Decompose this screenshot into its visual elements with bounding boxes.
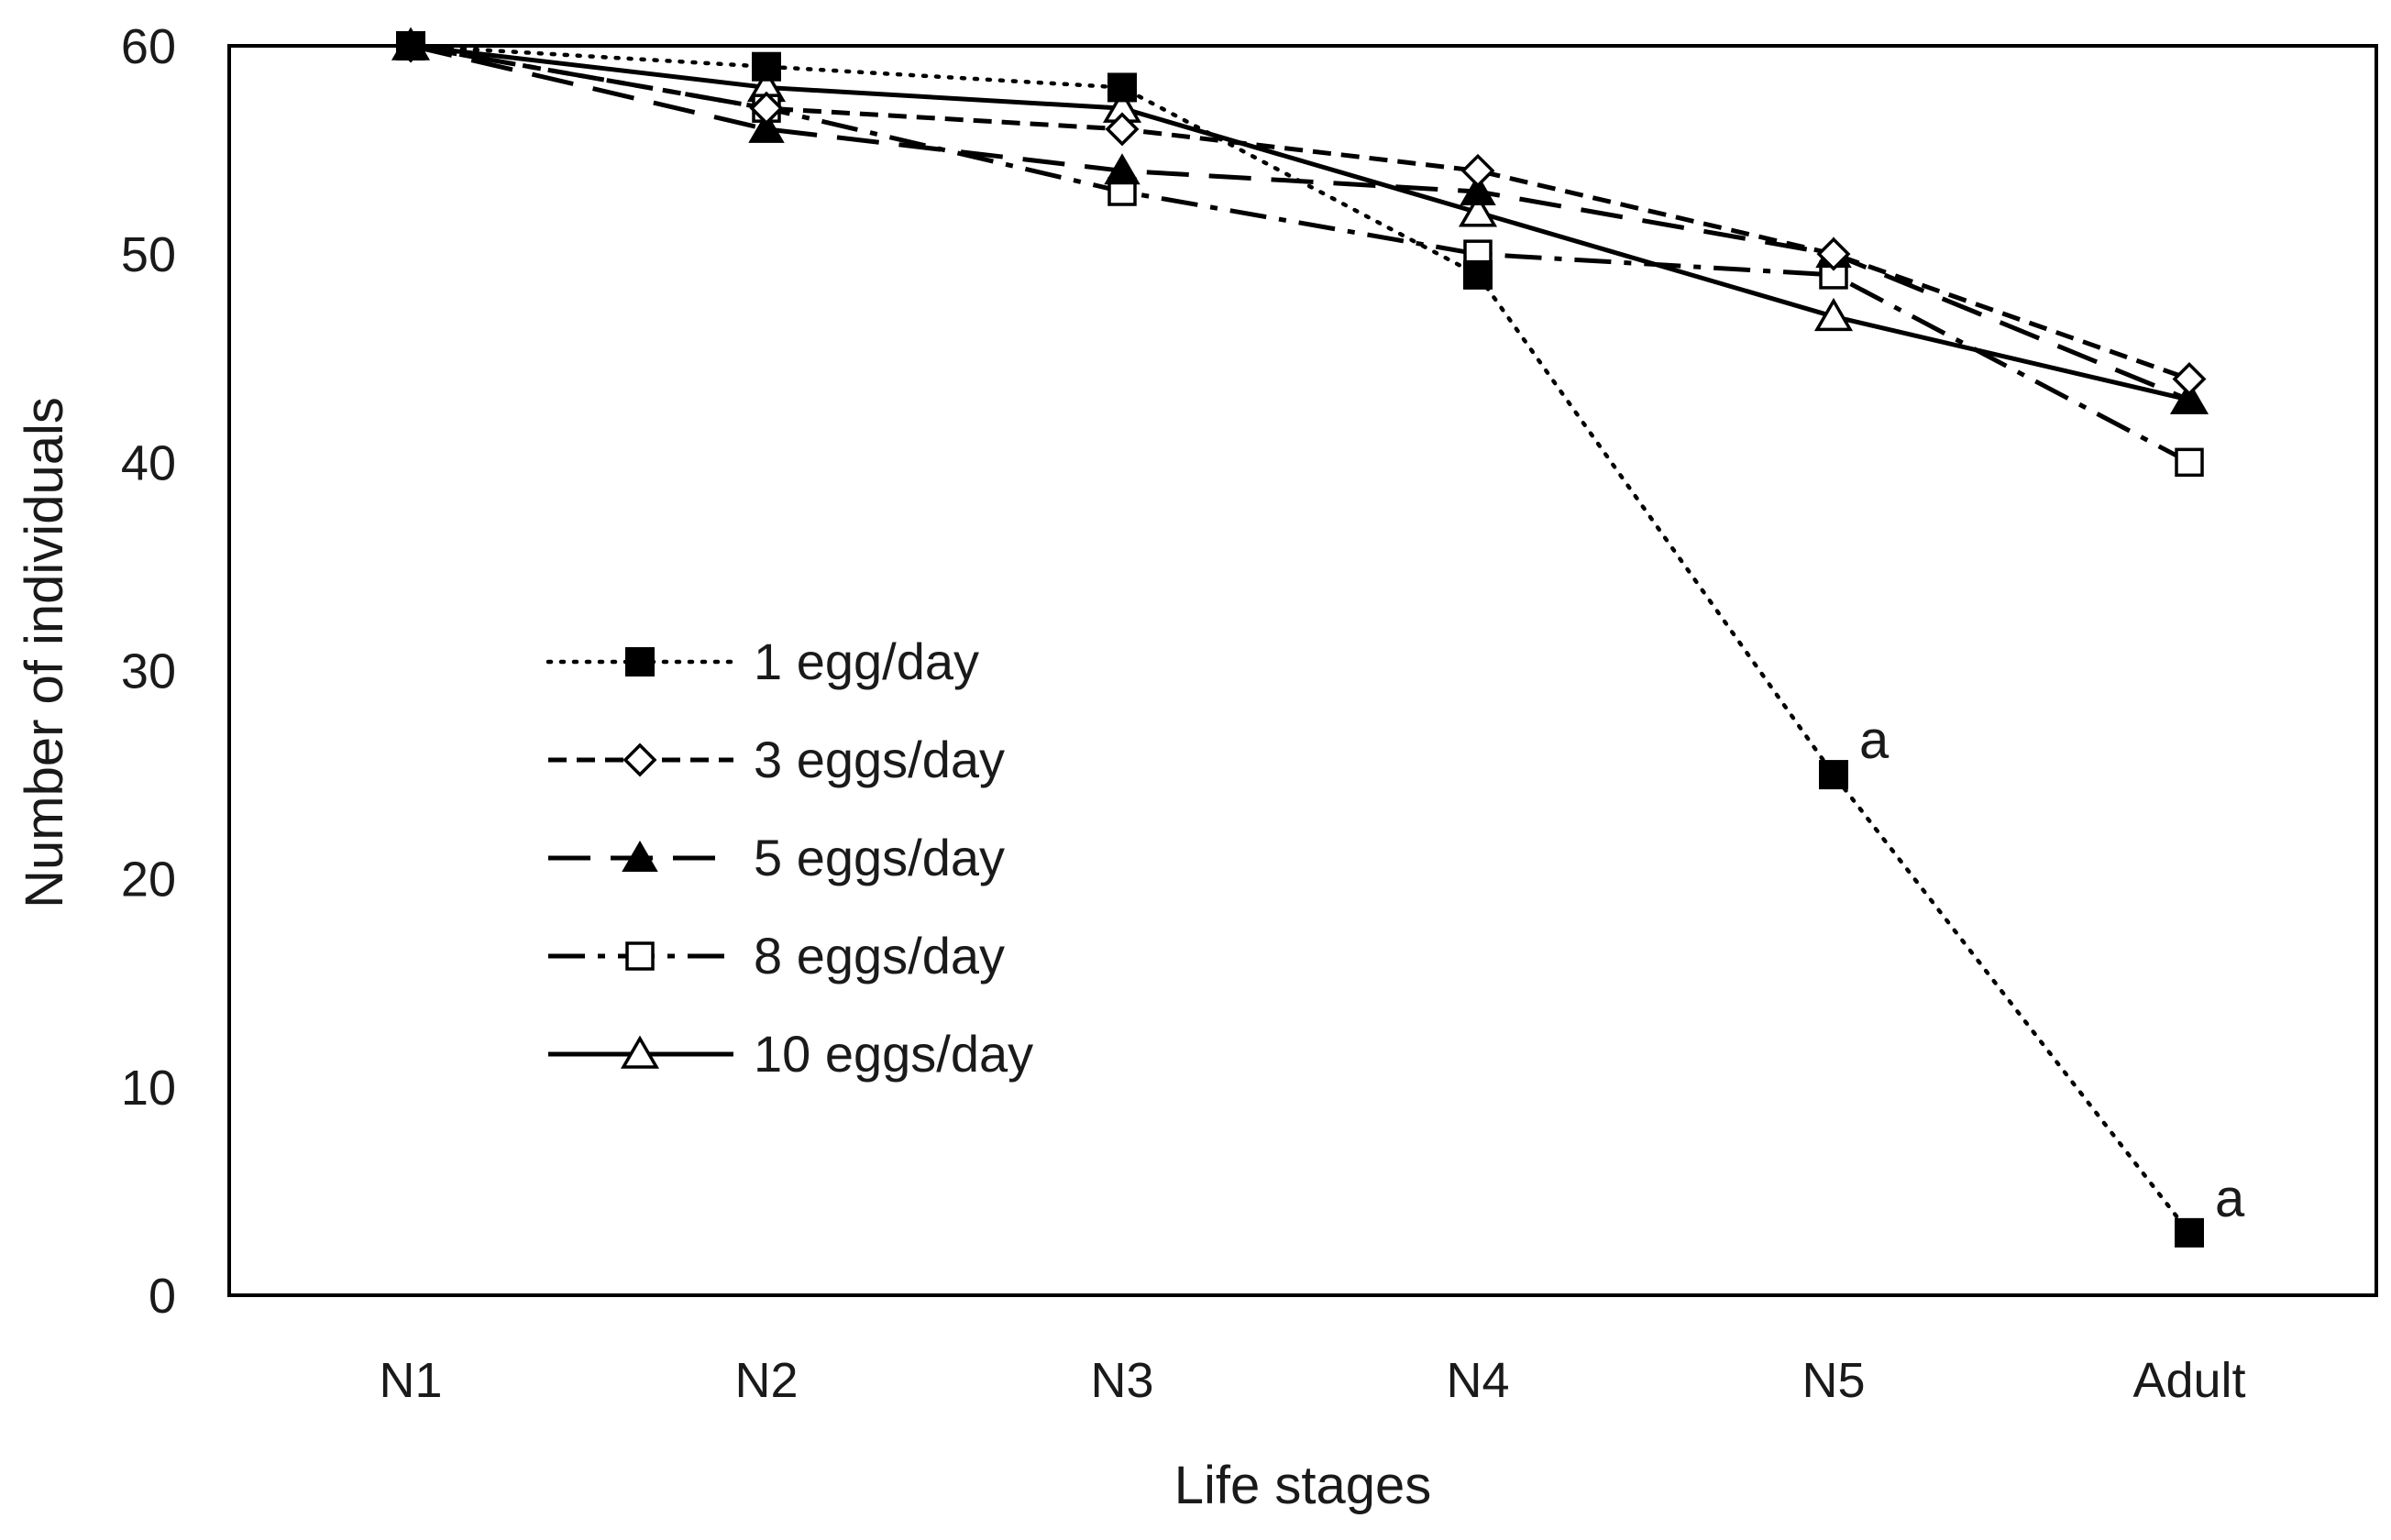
data-point [748,111,785,143]
data-point [2175,447,2204,478]
data-point [1105,112,1140,147]
y-tick-label: 10 [121,1061,176,1116]
plot-area-frame [227,44,2378,1297]
y-tick-label: 60 [121,19,176,74]
series-line [410,43,2190,402]
legend-label: 5 eggs/day [754,829,1005,886]
x-tick-label: Adult [2132,1353,2245,1408]
legend-marker [625,647,655,676]
x-axis-title: Life stages [1174,1456,1432,1515]
x-axis-ticks: N1 N2 N3 N4 N5 Adult [379,1353,2245,1408]
data-point [2175,1217,2204,1248]
y-tick-label: 20 [121,852,176,908]
legend-marker [625,941,655,971]
y-axis-ticks: 0 10 20 30 40 50 60 [121,19,176,1324]
annotations: aa [1859,710,2245,1228]
data-point [1107,72,1137,103]
legend-label: 3 eggs/day [754,731,1005,788]
legend-label: 10 eggs/day [754,1025,1033,1083]
annotation-label: a [1859,710,1890,770]
x-tick-label: N5 [1802,1353,1865,1408]
data-point [1819,760,1848,790]
legend-label: 1 egg/day [754,632,979,690]
x-tick-label: N1 [379,1353,442,1408]
data-point [1816,236,1851,271]
legend-marker [622,841,658,872]
legend-marker [620,1035,660,1069]
data-point [1463,259,1493,290]
legend-item: 1 egg/day [545,632,979,690]
data-point [1460,153,1495,188]
data-point [1460,174,1496,206]
series-1-egg-day [396,31,2204,1248]
y-tick-label: 0 [149,1269,176,1324]
legend-item: 5 eggs/day [548,829,1005,886]
series-lines [391,27,2209,1248]
y-axis-title: Number of individuals [15,397,74,908]
data-point [2171,382,2208,414]
legend-marker [623,742,657,777]
x-tick-label: N2 [734,1353,798,1408]
legend-item: 8 eggs/day [548,927,1005,984]
series-line [408,43,2192,1236]
legend-item: 10 eggs/day [548,1025,1033,1083]
y-tick-label: 50 [121,227,176,282]
annotation-label: a [2215,1169,2245,1228]
data-point [752,51,781,82]
x-tick-label: N3 [1090,1353,1153,1408]
legend-item: 3 eggs/day [548,731,1005,788]
series-8-eggs-day [396,31,2204,478]
data-point [1104,153,1140,185]
data-point [396,31,425,60]
data-point [1458,193,1498,227]
x-tick-label: N4 [1446,1353,1509,1408]
legend-label: 8 eggs/day [754,927,1005,984]
legend: 1 egg/day 3 eggs/day 5 eggs/day 8 eggs/day 1… [545,632,1033,1083]
y-tick-label: 40 [121,435,176,490]
series-line [410,43,2190,381]
y-tick-label: 30 [121,644,176,699]
data-point [1813,297,1854,332]
data-point [2172,361,2207,396]
data-point [749,91,784,126]
